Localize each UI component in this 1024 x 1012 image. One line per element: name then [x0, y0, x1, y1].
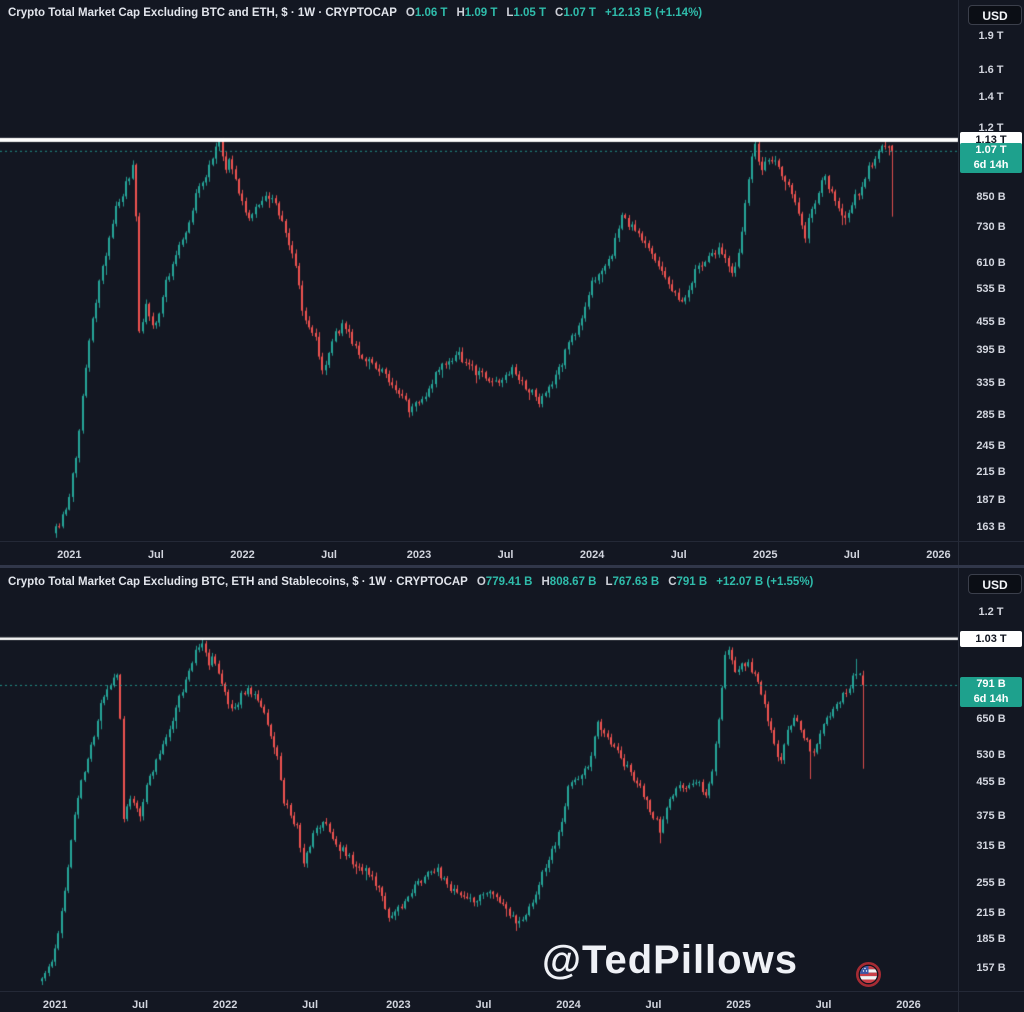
ohlc-key: L — [605, 576, 613, 588]
price-tick: 1.9 T — [978, 30, 1004, 42]
price-tick: 187 B — [976, 493, 1006, 506]
price-tick: 315 B — [976, 840, 1006, 853]
ohlc-value: 1.05 T — [513, 7, 547, 19]
time-tick: Jul — [645, 999, 662, 1011]
current-price-badge-top: 1.07 T 6d 14h — [960, 142, 1022, 173]
current-price-value-top: 1.07 T — [975, 143, 1007, 156]
tedpillows-logo-icon — [856, 962, 881, 987]
ohlc-value: 1.09 T — [464, 7, 498, 19]
ohlc-values-bottom: O779.41 B H808.67 B L767.63 B C791 B — [468, 576, 707, 588]
ohlc-value: 779.41 B — [485, 576, 533, 588]
time-tick: Jul — [302, 999, 319, 1011]
price-tick: 850 B — [976, 190, 1006, 203]
time-tick: Jul — [475, 999, 492, 1011]
ohlc-value: 791 B — [676, 576, 708, 588]
bar-countdown-top: 6d 14h — [973, 158, 1009, 171]
time-tick: 2023 — [386, 999, 411, 1011]
current-price-badge-bottom: 791 B 6d 14h — [960, 676, 1022, 707]
pane-legend-bottom: Crypto Total Market Cap Excluding BTC, E… — [8, 574, 813, 590]
time-tick: 2022 — [212, 999, 238, 1011]
pane-top-axis-border — [0, 541, 1024, 542]
time-axis-bottom[interactable]: 2021 Jul 2022 Jul 2023 Jul 2024 Jul 2025 Jul 2026 — [0, 995, 958, 1012]
time-tick: 2026 — [896, 999, 921, 1011]
price-tick: 535 B — [976, 283, 1006, 296]
watermark-handle: @TedPillows — [542, 938, 798, 982]
time-tick: 2024 — [579, 549, 605, 561]
change-value-top: +12.13 B (+1.14%) — [604, 7, 703, 19]
time-tick: Jul — [147, 549, 164, 561]
price-tick: 730 B — [976, 221, 1006, 234]
pane-divider[interactable] — [0, 565, 1024, 568]
time-tick: 2022 — [230, 549, 255, 561]
ohlc-key: O — [405, 7, 415, 19]
pane-legend-top: Crypto Total Market Cap Excluding BTC an… — [8, 5, 702, 21]
price-tick: 157 B — [976, 961, 1006, 974]
level-price-badge-bottom: 1.03 T — [960, 630, 1022, 647]
price-tick: 530 B — [976, 749, 1006, 761]
ohlc-value: 767.63 B — [612, 576, 660, 588]
currency-button-top[interactable]: USD — [968, 5, 1022, 25]
price-tick: 1.2 T — [978, 121, 1004, 134]
time-axis-top[interactable]: 2021 Jul 2022 Jul 2023 Jul 2024 Jul 2025 Jul 2026 — [0, 545, 958, 569]
time-tick: 2023 — [406, 549, 432, 561]
ohlc-value: 1.07 T — [563, 7, 596, 19]
ohlc-value: 808.67 B — [549, 576, 597, 588]
price-tick: 375 B — [976, 809, 1006, 822]
ohlc-key: H — [456, 7, 465, 19]
time-tick: Jul — [843, 549, 860, 561]
axis-border — [958, 0, 959, 1012]
price-axis[interactable]: 1.9 T 1.6 T 1.4 T 1.2 T 850 B 730 B 610 B 535 B… — [958, 0, 1024, 1012]
price-tick: 1.6 T — [978, 64, 1004, 77]
time-tick: 2024 — [556, 999, 581, 1011]
time-tick: 2025 — [753, 549, 778, 561]
price-tick: 185 B — [976, 933, 1006, 946]
symbol-title-top[interactable]: Crypto Total Market Cap Excluding BTC an… — [8, 7, 397, 19]
price-tick: 650 B — [976, 713, 1006, 726]
time-tick: Jul — [321, 549, 337, 561]
ohlc-values-top: O1.06 T H1.09 T L1.05 T C1.07 T — [397, 7, 596, 19]
ohlc-key: C — [668, 576, 677, 588]
ohlc-key: O — [476, 576, 486, 588]
current-price-value-bottom: 791 B — [976, 677, 1006, 690]
price-tick: 395 B — [976, 344, 1006, 357]
time-tick: 2021 — [42, 999, 68, 1011]
ohlc-key: L — [506, 7, 514, 19]
price-tick: 1.4 T — [978, 91, 1004, 104]
price-tick: 1.2 T — [978, 606, 1004, 618]
price-tick: 163 B — [976, 521, 1006, 534]
price-tick: 335 B — [976, 377, 1006, 390]
time-tick: Jul — [670, 549, 687, 561]
pane-bottom-axis-border — [0, 991, 1024, 992]
currency-button-bottom[interactable]: USD — [968, 574, 1022, 594]
time-tick: Jul — [497, 549, 514, 561]
ohlc-value: 1.06 T — [414, 7, 448, 19]
time-tick: 2026 — [926, 549, 951, 561]
time-tick: 2021 — [57, 549, 82, 561]
change-value-bottom: +12.07 B (+1.55%) — [716, 576, 814, 588]
price-tick: 245 B — [976, 439, 1006, 452]
ohlc-key: H — [541, 576, 550, 588]
price-tick: 255 B — [976, 877, 1006, 890]
time-tick: Jul — [132, 999, 149, 1011]
time-tick: 2025 — [726, 999, 751, 1011]
ohlc-key: C — [555, 7, 564, 19]
symbol-title-bottom[interactable]: Crypto Total Market Cap Excluding BTC, E… — [8, 576, 468, 588]
price-tick: 455 B — [976, 775, 1006, 788]
price-tick: 610 B — [976, 257, 1006, 270]
price-tick: 215 B — [976, 465, 1006, 478]
bar-countdown-bottom: 6d 14h — [973, 692, 1009, 705]
price-tick: 215 B — [976, 906, 1006, 919]
price-tick: 455 B — [976, 315, 1006, 328]
time-tick: Jul — [815, 999, 832, 1011]
price-tick: 285 B — [976, 409, 1006, 422]
